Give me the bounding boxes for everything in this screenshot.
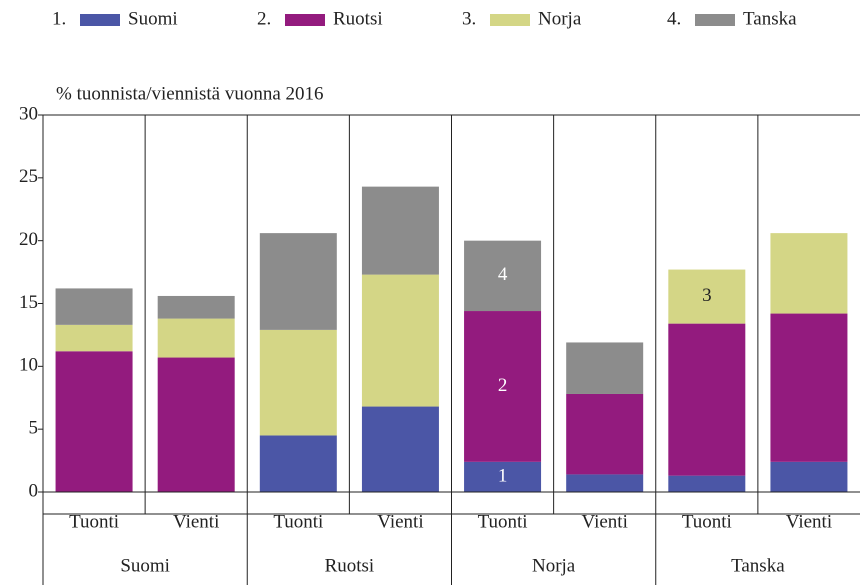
x-tick-label: Vienti — [786, 511, 832, 532]
bar-segment — [770, 233, 848, 314]
group-label: Suomi — [120, 555, 170, 576]
y-tick-label: 5 — [29, 418, 39, 439]
x-tick-label: Vienti — [377, 511, 423, 532]
y-tick-label: 10 — [19, 355, 38, 376]
y-tick-label: 30 — [19, 103, 38, 124]
legend-swatch — [695, 14, 735, 26]
y-tick-label: 20 — [19, 229, 38, 250]
legend-number: 3. — [462, 8, 476, 29]
segment-label: 4 — [498, 264, 508, 285]
bar-segment — [770, 461, 848, 492]
legend-label: Tanska — [743, 8, 797, 29]
legend-swatch — [80, 14, 120, 26]
bar-segment — [259, 233, 337, 330]
bar-segment — [770, 313, 848, 462]
bar-segment — [566, 474, 644, 492]
x-tick-label: Vienti — [582, 511, 628, 532]
segment-label: 1 — [498, 465, 508, 486]
group-label: Norja — [532, 555, 576, 576]
bar-segment — [157, 295, 235, 319]
group-label: Ruotsi — [325, 555, 375, 576]
bar-segment — [464, 240, 542, 312]
legend-swatch — [490, 14, 530, 26]
y-tick-label: 25 — [19, 166, 38, 187]
y-tick-label: 15 — [19, 292, 38, 313]
x-tick-label: Tuonti — [69, 511, 119, 532]
bar-segment — [259, 329, 337, 436]
y-tick-label: 0 — [29, 480, 39, 501]
bar-segment — [55, 324, 133, 352]
segment-label: 3 — [702, 285, 712, 306]
x-tick-label: Tuonti — [478, 511, 528, 532]
x-tick-label: Tuonti — [273, 511, 323, 532]
bar-segment — [361, 274, 439, 407]
bar-segment — [668, 269, 746, 324]
bar-segment — [55, 288, 133, 325]
bar-segment — [259, 435, 337, 492]
bar-segment — [361, 186, 439, 275]
bar-segment — [157, 318, 235, 358]
bar-segment — [668, 475, 746, 492]
legend-swatch — [285, 14, 325, 26]
y-axis-label: % tuonnista/viennistä vuonna 2016 — [56, 83, 324, 104]
legend-number: 2. — [257, 8, 271, 29]
legend-number: 4. — [667, 8, 681, 29]
bar-segment — [157, 357, 235, 492]
bar-segment — [668, 323, 746, 476]
legend-label: Norja — [538, 8, 582, 29]
x-tick-label: Vienti — [173, 511, 219, 532]
segment-label: 2 — [498, 375, 508, 396]
bar-segment — [464, 311, 542, 462]
bar-segment — [361, 406, 439, 492]
bar-segment — [464, 461, 542, 492]
legend-number: 1. — [52, 8, 66, 29]
bar-segment — [566, 393, 644, 475]
legend-label: Ruotsi — [333, 8, 383, 29]
legend-label: Suomi — [128, 8, 178, 29]
x-tick-label: Tuonti — [682, 511, 732, 532]
bar-segment — [566, 342, 644, 394]
bar-segment — [55, 351, 133, 492]
group-label: Tanska — [731, 555, 785, 576]
